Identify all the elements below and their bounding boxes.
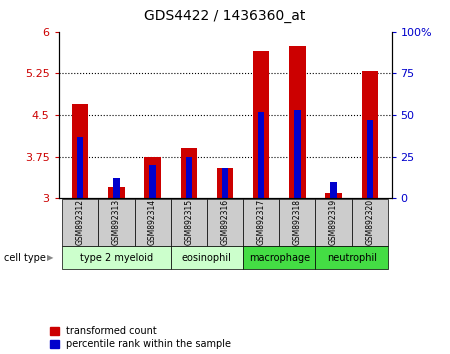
FancyBboxPatch shape <box>207 199 243 246</box>
FancyBboxPatch shape <box>315 246 388 269</box>
Bar <box>258 112 265 198</box>
FancyBboxPatch shape <box>62 199 98 246</box>
Bar <box>362 71 378 198</box>
Bar <box>149 165 156 198</box>
Bar <box>185 156 192 198</box>
Bar <box>144 156 161 198</box>
Text: GSM892316: GSM892316 <box>220 199 230 245</box>
FancyBboxPatch shape <box>243 246 315 269</box>
Bar <box>72 104 88 198</box>
Bar <box>330 182 337 198</box>
Text: ▶: ▶ <box>47 253 54 262</box>
FancyBboxPatch shape <box>315 199 352 246</box>
FancyBboxPatch shape <box>62 246 171 269</box>
FancyBboxPatch shape <box>171 199 207 246</box>
Bar <box>289 46 306 198</box>
FancyBboxPatch shape <box>171 246 243 269</box>
FancyBboxPatch shape <box>279 199 315 246</box>
Text: cell type: cell type <box>4 252 46 263</box>
Text: macrophage: macrophage <box>249 252 310 263</box>
FancyBboxPatch shape <box>352 199 388 246</box>
Bar <box>180 148 197 198</box>
Text: GSM892319: GSM892319 <box>329 199 338 245</box>
Text: GSM892314: GSM892314 <box>148 199 157 245</box>
Text: GSM892313: GSM892313 <box>112 199 121 245</box>
Bar <box>113 178 120 198</box>
Bar <box>222 168 228 198</box>
Text: GSM892320: GSM892320 <box>365 199 374 245</box>
Text: GSM892317: GSM892317 <box>256 199 266 245</box>
Bar <box>217 168 233 198</box>
Text: type 2 myeloid: type 2 myeloid <box>80 252 153 263</box>
FancyBboxPatch shape <box>98 199 135 246</box>
Text: GSM892315: GSM892315 <box>184 199 194 245</box>
FancyBboxPatch shape <box>135 199 171 246</box>
Legend: transformed count, percentile rank within the sample: transformed count, percentile rank withi… <box>50 326 231 349</box>
Bar <box>325 193 342 198</box>
Text: GSM892318: GSM892318 <box>293 199 302 245</box>
Bar <box>108 187 125 198</box>
Text: GSM892312: GSM892312 <box>76 199 85 245</box>
Bar <box>294 110 301 198</box>
FancyBboxPatch shape <box>243 199 279 246</box>
Text: eosinophil: eosinophil <box>182 252 232 263</box>
Text: GDS4422 / 1436360_at: GDS4422 / 1436360_at <box>144 9 306 23</box>
Text: neutrophil: neutrophil <box>327 252 377 263</box>
Bar <box>253 51 270 198</box>
Bar <box>77 137 84 198</box>
Bar <box>367 120 373 198</box>
